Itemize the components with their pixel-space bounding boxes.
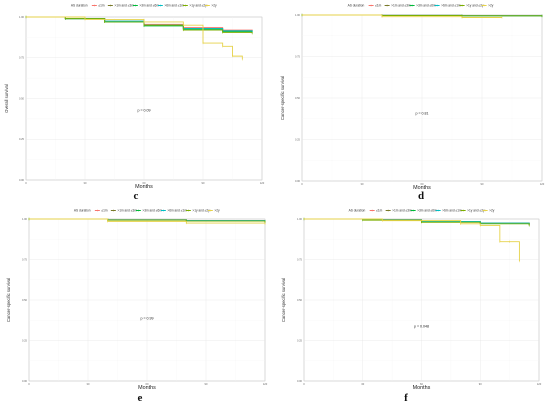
legend-label-5: >1y and ≤2y: [466, 4, 484, 8]
legend-title: AS duration: [71, 4, 88, 8]
legend-label-5: >1y and ≤2y: [189, 4, 207, 8]
y-tick-label: 0.50: [295, 96, 301, 100]
legend-label-5: >1y and ≤2y: [192, 209, 210, 213]
y-tick-label: 0.75: [22, 257, 28, 261]
legend-label-4: >6m and ≤1m: [442, 209, 462, 213]
legend-label-1: ≤1m: [98, 4, 105, 8]
x-tick-label: 30: [361, 382, 364, 386]
legend-label-6: >2y: [211, 4, 217, 8]
y-tick-label: 0.25: [22, 338, 28, 342]
chart-panel-c: 0 30 60 90 120 0.00 0.25 0.50 0.75 1.00 Months Over…: [0, 0, 275, 205]
y-axis-title: Cancer-specific survival: [280, 76, 285, 120]
y-tick-label: 0.00: [297, 379, 303, 383]
legend-label-1: ≤1m: [376, 209, 383, 213]
chart-svg-f: 0 30 60 90 120 0.00 0.25 0.50 0.75 1.00 Months Canc…: [281, 209, 542, 391]
chart-svg-e: 0 30 60 90 120 0.00 0.25 0.50 0.75 1.00 Months Canc…: [6, 209, 268, 391]
x-tick-label: 120: [537, 382, 542, 386]
panel-letter-c: c: [133, 190, 139, 202]
p-value-label: p = 0.09: [137, 109, 150, 113]
y-tick-label: 0.50: [22, 298, 28, 302]
x-tick-label: 30: [87, 382, 90, 386]
y-axis-title: Overall survival: [4, 84, 9, 113]
legend-label-4: >6m and ≤1m: [167, 209, 187, 213]
chart-panel-d: 0 30 60 90 120 0.00 0.25 0.50 0.75 1.00 Months Canc…: [275, 0, 550, 205]
y-tick-label: 1.00: [297, 217, 303, 221]
x-tick-label: 30: [84, 181, 87, 185]
panel-letter-f: f: [404, 392, 408, 404]
y-tick-label: 1.00: [19, 15, 25, 19]
legend-label-4: >6m and ≤1m: [441, 4, 461, 8]
panel-letter-d: d: [417, 190, 425, 202]
chart-panel-f: 0 30 60 90 120 0.00 0.25 0.50 0.75 1.00 Months Canc…: [275, 205, 550, 410]
x-tick-label: 120: [540, 182, 545, 186]
legend-label-3: >3m and ≤6m: [142, 209, 162, 213]
chart-svg-c: 0 30 60 90 120 0.00 0.25 0.50 0.75 1.00 Months Over…: [4, 4, 265, 190]
legend-label-6: >2y: [214, 209, 220, 213]
legend-label-1: ≤1m: [101, 209, 108, 213]
x-axis-title: Months: [413, 385, 431, 391]
y-tick-label: 0.50: [19, 96, 25, 100]
y-axis-title: Cancer-specific survival: [281, 278, 286, 322]
legend-label-6: >2y: [489, 209, 495, 213]
y-tick-label: 0.25: [297, 338, 303, 342]
legend-label-2: >1m and ≤3m: [391, 4, 411, 8]
x-tick-label: 90: [479, 382, 482, 386]
p-value-label: p = 0.048: [414, 325, 429, 329]
y-tick-label: 0.25: [19, 137, 25, 141]
legend-label-3: >3m and ≤6m: [139, 4, 159, 8]
x-tick-label: 0: [303, 382, 305, 386]
x-tick-label: 90: [202, 181, 205, 185]
panel-letter-e: e: [137, 392, 143, 404]
legend-label-6: >2y: [488, 4, 494, 8]
x-tick-label: 0: [301, 182, 303, 186]
y-tick-label: 0.00: [22, 379, 28, 383]
y-tick-label: 0.75: [297, 257, 303, 261]
y-tick-label: 0.00: [19, 178, 25, 182]
legend-label-2: >1m and ≤3m: [117, 209, 137, 213]
legend-label-1: ≤1m: [375, 4, 382, 8]
chart-panel-e: 0 30 60 90 120 0.00 0.25 0.50 0.75 1.00 Months Canc…: [0, 205, 275, 410]
p-value-label: p = 0.81: [415, 112, 428, 116]
x-tick-label: 0: [28, 382, 30, 386]
y-tick-label: 1.00: [22, 217, 28, 221]
legend-label-5: >1y and ≤2y: [467, 209, 485, 213]
x-tick-label: 90: [205, 382, 208, 386]
legend-title: AS duration: [74, 209, 91, 213]
x-tick-label: 30: [361, 182, 364, 186]
legend-label-2: >1m and ≤3m: [114, 4, 134, 8]
legend-title: AS duration: [349, 209, 366, 213]
x-tick-label: 60: [420, 382, 423, 386]
x-tick-label: 60: [146, 382, 149, 386]
chart-svg-d: 0 30 60 90 120 0.00 0.25 0.50 0.75 1.00 Months Canc…: [280, 4, 545, 191]
series-line-6: [26, 16, 243, 60]
x-tick-label: 120: [263, 382, 268, 386]
y-tick-label: 0.75: [295, 54, 301, 58]
legend-label-4: >6m and ≤1m: [164, 4, 184, 8]
legend-title: AS duration: [348, 4, 365, 8]
x-tick-label: 120: [260, 181, 265, 185]
x-axis-title: Months: [138, 385, 156, 391]
series-line-6: [302, 14, 502, 18]
y-tick-label: 1.00: [295, 13, 301, 17]
y-tick-label: 0.00: [295, 179, 301, 183]
x-tick-label: 60: [421, 182, 424, 186]
y-tick-label: 0.50: [297, 298, 303, 302]
x-tick-label: 90: [481, 182, 484, 186]
p-value-label: p = 0.99: [140, 316, 153, 320]
legend-label-2: >1m and ≤3m: [392, 209, 412, 213]
legend-label-3: >3m and ≤6m: [416, 4, 436, 8]
x-tick-label: 60: [143, 181, 146, 185]
y-tick-label: 0.75: [19, 56, 25, 60]
y-axis-title: Cancer-specific survival: [6, 278, 11, 322]
y-tick-label: 0.25: [295, 137, 301, 141]
legend-label-3: >3m and ≤6m: [417, 209, 437, 213]
x-axis-title: Months: [413, 185, 431, 191]
x-tick-label: 0: [25, 181, 27, 185]
x-axis-title: Months: [135, 184, 153, 190]
